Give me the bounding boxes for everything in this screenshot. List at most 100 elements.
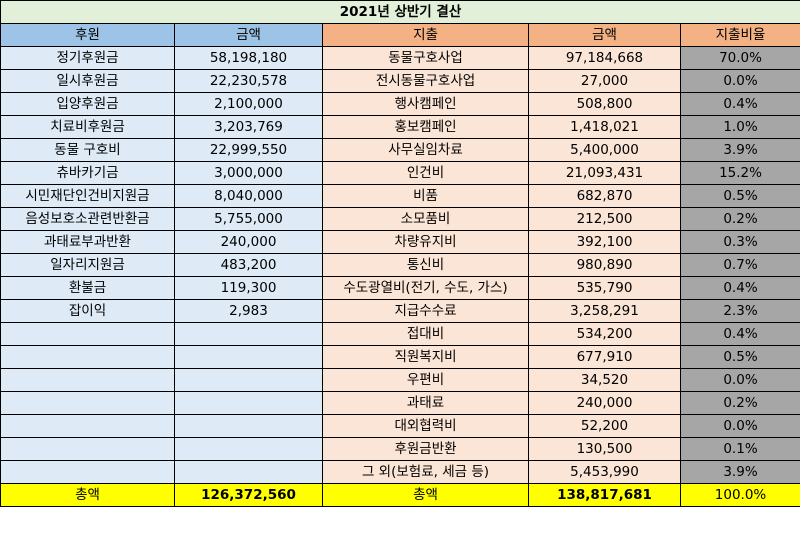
table-row: 정기후원금 58,198,180 동물구호사업 97,184,668 70.0% bbox=[0, 46, 800, 70]
table-row: 후원금반환 130,500 0.1% bbox=[0, 437, 800, 461]
table-row: 직원복지비 677,910 0.5% bbox=[0, 345, 800, 369]
table-row: 대외협력비 52,200 0.0% bbox=[0, 414, 800, 438]
expense-total-amount: 138,817,681 bbox=[528, 483, 681, 507]
table-row: 일시후원금 22,230,578 전시동물구호사업 27,000 0.0% bbox=[0, 69, 800, 93]
expense-label-cell: 그 외(보험료, 세금 등) bbox=[322, 460, 529, 484]
expense-ratio-header: 지출비율 bbox=[679, 23, 800, 47]
table-row: 과태료 240,000 0.2% bbox=[0, 391, 800, 415]
income-amount-cell: 22,999,550 bbox=[174, 138, 323, 162]
income-label-cell bbox=[0, 322, 175, 346]
table-row: 동물 구호비 22,999,550 사무실임차료 5,400,000 3.9% bbox=[0, 138, 800, 162]
income-label-cell: 정기후원금 bbox=[0, 46, 175, 70]
expense-ratio-cell: 0.0% bbox=[679, 414, 800, 438]
expense-amount-cell: 21,093,431 bbox=[528, 161, 681, 185]
expense-amount-cell: 130,500 bbox=[528, 437, 681, 461]
income-label-cell: 동물 구호비 bbox=[0, 138, 175, 162]
expense-label-cell: 사무실임차료 bbox=[322, 138, 529, 162]
expense-ratio-cell: 0.2% bbox=[679, 391, 800, 415]
table-row: 입양후원금 2,100,000 행사캠페인 508,800 0.4% bbox=[0, 92, 800, 116]
table-row: 접대비 534,200 0.4% bbox=[0, 322, 800, 346]
expense-ratio-cell: 2.3% bbox=[679, 299, 800, 323]
income-label-cell: 치료비후원금 bbox=[0, 115, 175, 139]
income-amount-cell bbox=[174, 460, 323, 484]
expense-amount-cell: 677,910 bbox=[528, 345, 681, 369]
income-label-cell bbox=[0, 345, 175, 369]
income-label-cell bbox=[0, 414, 175, 438]
income-amount-cell: 2,983 bbox=[174, 299, 323, 323]
expense-amount-cell: 27,000 bbox=[528, 69, 681, 93]
expense-ratio-cell: 0.7% bbox=[679, 253, 800, 277]
table-body: 정기후원금 58,198,180 동물구호사업 97,184,668 70.0% 일시후원… bbox=[0, 46, 800, 484]
income-amount-cell: 119,300 bbox=[174, 276, 323, 300]
income-label-cell bbox=[0, 391, 175, 415]
income-total-amount: 126,372,560 bbox=[174, 483, 323, 507]
income-amount-cell: 58,198,180 bbox=[174, 46, 323, 70]
income-amount-header: 금액 bbox=[174, 23, 323, 47]
income-label-header: 후원 bbox=[0, 23, 175, 47]
expense-amount-cell: 1,418,021 bbox=[528, 115, 681, 139]
income-amount-cell bbox=[174, 368, 323, 392]
table-row: 환불금 119,300 수도광열비(전기, 수도, 가스) 535,790 0.4% bbox=[0, 276, 800, 300]
income-amount-cell: 2,100,000 bbox=[174, 92, 323, 116]
expense-ratio-cell: 0.4% bbox=[679, 276, 800, 300]
expense-ratio-cell: 70.0% bbox=[679, 46, 800, 70]
income-label-cell: 일자리지원금 bbox=[0, 253, 175, 277]
expense-ratio-cell: 0.0% bbox=[679, 69, 800, 93]
expense-ratio-cell: 0.1% bbox=[679, 437, 800, 461]
expense-label-cell: 차량유지비 bbox=[322, 230, 529, 254]
expense-label-cell: 직원복지비 bbox=[322, 345, 529, 369]
settlement-table: 2021년 상반기 결산 후원 금액 지출 금액 지출비율 정기후원금 58,19… bbox=[0, 0, 800, 507]
income-amount-cell: 22,230,578 bbox=[174, 69, 323, 93]
expense-amount-cell: 5,400,000 bbox=[528, 138, 681, 162]
income-amount-cell bbox=[174, 322, 323, 346]
expense-amount-cell: 240,000 bbox=[528, 391, 681, 415]
income-label-cell: 일시후원금 bbox=[0, 69, 175, 93]
table-row: 잡이익 2,983 지급수수료 3,258,291 2.3% bbox=[0, 299, 800, 323]
income-label-cell: 시민재단인건비지원금 bbox=[0, 184, 175, 208]
expense-label-cell: 동물구호사업 bbox=[322, 46, 529, 70]
table-row: 일자리지원금 483,200 통신비 980,890 0.7% bbox=[0, 253, 800, 277]
expense-ratio-cell: 0.2% bbox=[679, 207, 800, 231]
expense-amount-cell: 212,500 bbox=[528, 207, 681, 231]
header-row: 후원 금액 지출 금액 지출비율 bbox=[0, 23, 800, 47]
income-label-cell: 츄바카기금 bbox=[0, 161, 175, 185]
expense-label-cell: 수도광열비(전기, 수도, 가스) bbox=[322, 276, 529, 300]
expense-label-cell: 접대비 bbox=[322, 322, 529, 346]
expense-ratio-cell: 3.9% bbox=[679, 460, 800, 484]
expense-amount-cell: 97,184,668 bbox=[528, 46, 681, 70]
table-row: 그 외(보험료, 세금 등) 5,453,990 3.9% bbox=[0, 460, 800, 484]
income-amount-cell bbox=[174, 437, 323, 461]
expense-amount-cell: 682,870 bbox=[528, 184, 681, 208]
table-row: 시민재단인건비지원금 8,040,000 비품 682,870 0.5% bbox=[0, 184, 800, 208]
expense-amount-cell: 535,790 bbox=[528, 276, 681, 300]
expense-label-cell: 소모품비 bbox=[322, 207, 529, 231]
income-label-cell: 음성보호소관련반환금 bbox=[0, 207, 175, 231]
income-amount-cell: 240,000 bbox=[174, 230, 323, 254]
income-total-label: 총액 bbox=[0, 483, 175, 507]
expense-amount-cell: 5,453,990 bbox=[528, 460, 681, 484]
income-amount-cell bbox=[174, 345, 323, 369]
expense-label-cell: 과태료 bbox=[322, 391, 529, 415]
table-row: 치료비후원금 3,203,769 홍보캠페인 1,418,021 1.0% bbox=[0, 115, 800, 139]
income-amount-cell: 5,755,000 bbox=[174, 207, 323, 231]
table-title: 2021년 상반기 결산 bbox=[0, 0, 800, 24]
expense-amount-cell: 980,890 bbox=[528, 253, 681, 277]
expense-amount-cell: 52,200 bbox=[528, 414, 681, 438]
expense-ratio-cell: 0.5% bbox=[679, 345, 800, 369]
expense-ratio-cell: 3.9% bbox=[679, 138, 800, 162]
income-amount-cell bbox=[174, 391, 323, 415]
income-label-cell bbox=[0, 368, 175, 392]
expense-ratio-cell: 0.5% bbox=[679, 184, 800, 208]
expense-amount-cell: 392,100 bbox=[528, 230, 681, 254]
expense-label-cell: 비품 bbox=[322, 184, 529, 208]
expense-label-cell: 대외협력비 bbox=[322, 414, 529, 438]
expense-ratio-cell: 0.0% bbox=[679, 368, 800, 392]
income-amount-cell: 483,200 bbox=[174, 253, 323, 277]
expense-label-cell: 후원금반환 bbox=[322, 437, 529, 461]
expense-amount-cell: 508,800 bbox=[528, 92, 681, 116]
table-row: 우편비 34,520 0.0% bbox=[0, 368, 800, 392]
income-label-cell: 환불금 bbox=[0, 276, 175, 300]
expense-label-cell: 행사캠페인 bbox=[322, 92, 529, 116]
income-label-cell bbox=[0, 437, 175, 461]
expense-label-cell: 인건비 bbox=[322, 161, 529, 185]
